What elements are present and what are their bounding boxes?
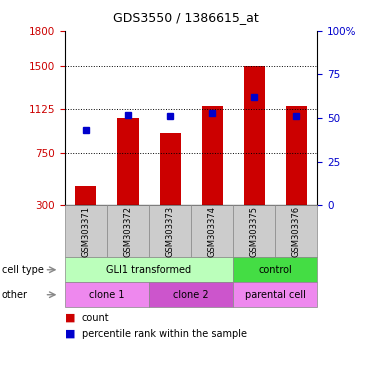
Text: GSM303375: GSM303375 [250,206,259,257]
Text: control: control [258,265,292,275]
Text: clone 1: clone 1 [89,290,125,300]
Text: parental cell: parental cell [245,290,306,300]
Text: GSM303372: GSM303372 [124,206,132,257]
Text: count: count [82,313,109,323]
Bar [160,132,181,205]
Text: GSM303373: GSM303373 [165,206,174,257]
Text: GDS3550 / 1386615_at: GDS3550 / 1386615_at [113,12,258,25]
Text: cell type: cell type [2,265,44,275]
Text: GSM303371: GSM303371 [82,206,91,257]
Text: percentile rank within the sample: percentile rank within the sample [82,329,247,339]
Text: other: other [2,290,28,300]
Bar [201,106,223,205]
Bar [118,118,138,205]
Text: GSM303376: GSM303376 [292,206,301,257]
Bar [286,106,307,205]
Bar [75,185,96,205]
Text: GSM303374: GSM303374 [208,206,217,257]
Text: ■: ■ [65,313,75,323]
Text: ■: ■ [65,329,75,339]
Bar [244,66,265,205]
Text: clone 2: clone 2 [173,290,209,300]
Text: GLI1 transformed: GLI1 transformed [106,265,191,275]
